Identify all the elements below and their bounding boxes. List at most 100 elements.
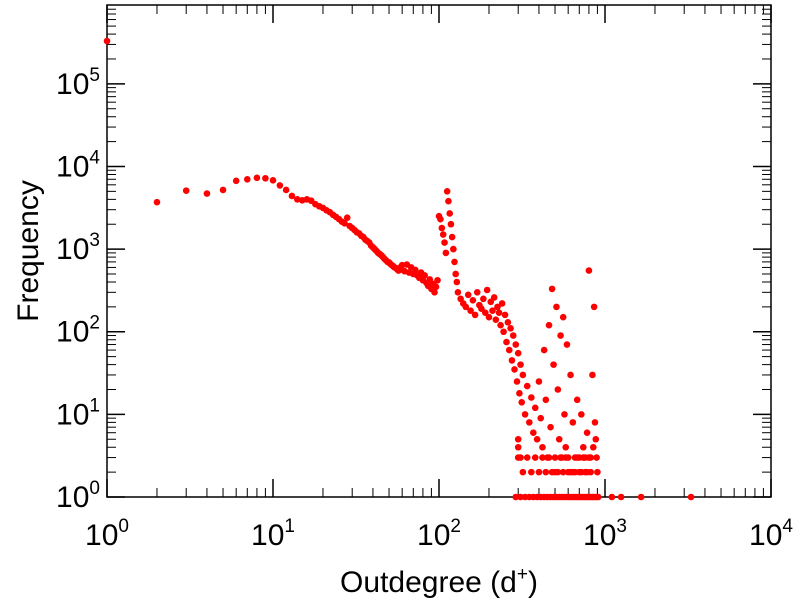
data-point	[494, 303, 501, 311]
data-point	[512, 341, 520, 348]
data-point	[471, 311, 479, 319]
data-point	[539, 454, 546, 461]
x-tick-label: 101	[251, 516, 295, 552]
data-point	[481, 309, 489, 316]
y-tick-label-base: 10	[56, 481, 89, 514]
data-point	[203, 190, 211, 197]
data-point	[567, 371, 574, 379]
data-point	[443, 188, 451, 195]
data-point	[243, 175, 251, 183]
data-point	[559, 468, 567, 476]
y-tick-label: 100	[56, 478, 100, 514]
y-tick-label-base: 10	[56, 316, 89, 349]
data-point	[343, 214, 351, 221]
data-point	[498, 300, 506, 307]
x-axis-title: Outdegree (d+)	[340, 564, 538, 599]
major-ticks	[106, 5, 772, 498]
data-point	[523, 454, 531, 461]
data-point	[517, 454, 524, 461]
data-point	[421, 272, 428, 279]
data-point	[288, 192, 296, 200]
data-point	[548, 285, 556, 293]
x-axis-title-close: )	[528, 566, 538, 599]
data-point	[282, 186, 290, 194]
y-tick-label-base: 10	[56, 68, 89, 101]
data-point	[533, 435, 541, 443]
data-point	[530, 429, 537, 437]
data-point	[583, 468, 591, 476]
y-tick-label-base: 10	[56, 233, 89, 266]
data-point	[535, 378, 543, 385]
data-point	[182, 187, 190, 194]
data-point	[531, 404, 539, 412]
x-tick-label: 102	[417, 516, 461, 552]
data-point	[500, 328, 507, 336]
data-point	[446, 210, 454, 217]
data-point	[587, 454, 594, 461]
data-point	[514, 349, 522, 357]
data-point	[432, 283, 440, 291]
data-point	[467, 307, 474, 314]
data-point	[462, 303, 470, 311]
y-tick-label-exp: 4	[89, 147, 100, 168]
data-point	[441, 239, 448, 246]
data-point	[548, 468, 556, 476]
data-point	[578, 411, 585, 418]
data-point	[438, 224, 446, 232]
data-point	[293, 196, 301, 203]
data-point	[262, 174, 269, 182]
x-tick-label-exp: 3	[616, 516, 627, 537]
data-point	[341, 220, 348, 227]
data-point	[483, 286, 491, 294]
data-point	[232, 177, 240, 185]
data-point	[554, 468, 562, 476]
data-point	[469, 297, 477, 304]
x-tick-label-base: 10	[85, 519, 118, 552]
data-point	[564, 454, 572, 461]
data-point	[442, 249, 450, 257]
data-point	[585, 267, 593, 274]
x-tick-label: 100	[85, 516, 129, 552]
data-point	[531, 454, 539, 461]
data-point	[507, 325, 514, 332]
y-tick-label-exp: 2	[89, 313, 100, 334]
data-point	[569, 419, 577, 426]
y-tick-label-exp: 1	[89, 395, 100, 416]
data-point	[545, 454, 553, 461]
data-point	[594, 468, 601, 476]
data-point	[528, 468, 535, 476]
data-point	[545, 321, 553, 329]
data-point	[540, 346, 548, 354]
data-point	[573, 396, 581, 404]
data-point	[571, 468, 579, 476]
data-point	[547, 423, 554, 431]
data-point	[445, 197, 452, 205]
data-point	[447, 220, 455, 228]
data-point	[537, 414, 545, 422]
data-point	[511, 366, 518, 373]
data-point	[508, 357, 516, 364]
x-tick-label: 104	[749, 516, 793, 552]
x-tick-label-exp: 0	[118, 516, 129, 537]
data-point	[453, 278, 461, 286]
data-point	[431, 289, 438, 296]
x-tick-label-base: 10	[251, 519, 284, 552]
data-points	[103, 37, 695, 501]
data-point	[485, 313, 493, 321]
data-point	[464, 291, 472, 299]
data-point	[503, 338, 510, 346]
data-point	[562, 443, 570, 451]
data-point	[559, 313, 567, 321]
y-tick-label-exp: 0	[89, 478, 100, 499]
data-point	[542, 468, 550, 476]
data-point	[594, 493, 602, 501]
data-point	[439, 231, 447, 238]
data-point	[451, 258, 458, 266]
y-axis-title: Frequency	[12, 180, 45, 322]
data-point	[521, 411, 529, 418]
y-tick-label: 103	[56, 230, 100, 266]
data-point	[551, 454, 559, 461]
y-tick-label: 104	[56, 147, 100, 183]
data-point	[528, 394, 535, 401]
